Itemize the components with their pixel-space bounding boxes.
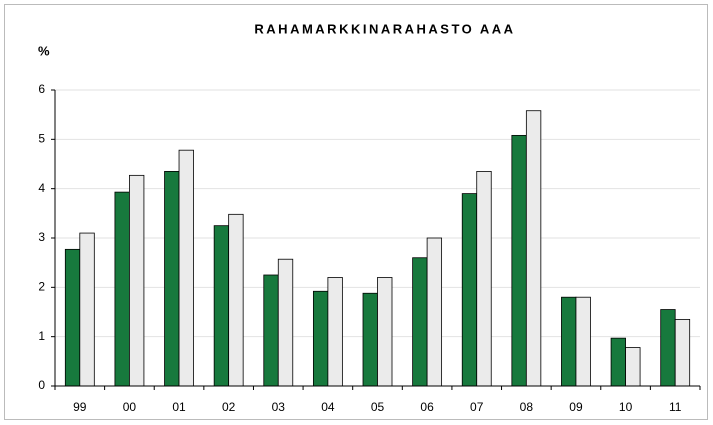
bar [610,337,626,387]
bar [412,257,428,387]
bar [511,134,527,387]
x-tick-label: 05 [371,400,385,414]
bar [213,225,230,387]
y-axis-label: % [38,43,50,58]
bar [79,232,95,387]
x-tick-label: 07 [470,400,484,414]
bar [575,296,591,387]
bar [178,149,194,387]
bar [362,292,378,387]
bar [129,174,145,387]
x-tick-label: 08 [520,400,534,414]
bar [263,274,279,387]
bar [561,296,577,387]
y-tick-label: 4 [38,181,45,195]
bar [312,290,329,387]
bar [114,191,130,387]
y-tick-label: 2 [38,280,45,294]
y-tick-label: 6 [38,82,45,96]
bar [327,277,343,387]
x-tick-label: 09 [569,400,583,414]
chart-frame [4,4,708,420]
bar [164,170,180,387]
y-tick-label: 5 [38,132,45,146]
bar [228,213,244,387]
bar [660,309,676,387]
x-tick-label: 00 [123,400,137,414]
bar [277,258,294,387]
y-tick-label: 3 [38,230,45,244]
bars [64,110,691,387]
bar [674,318,691,387]
y-tick-label: 0 [38,378,45,392]
x-tick-label: 04 [321,400,335,414]
bar [461,193,478,387]
bar [525,110,542,387]
x-tick-label: 10 [619,400,633,414]
bar [625,347,641,387]
bar [426,237,443,387]
x-tick-label: 11 [669,400,682,414]
x-tick-label: 03 [272,400,286,414]
bar [377,277,393,387]
x-tick-label: 02 [222,400,236,414]
x-tick-label: 99 [73,400,87,414]
x-tick-label: 01 [172,400,186,414]
bar [64,248,81,387]
chart-title: RAHAMARKKINARAHASTO AAA [254,21,515,36]
x-tick-label: 06 [420,400,434,414]
y-tick-label: 1 [38,329,45,343]
bar [476,170,492,387]
